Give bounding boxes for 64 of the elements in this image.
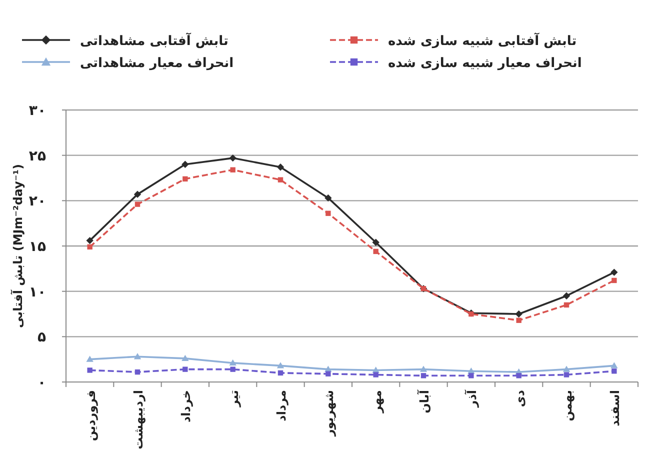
point xyxy=(324,194,332,202)
point xyxy=(134,190,142,198)
x-tick-label: فروردین xyxy=(84,390,98,442)
point xyxy=(230,167,236,172)
point xyxy=(468,373,474,378)
x-tick-label: شهریور xyxy=(322,390,336,438)
y-tick-label: ۰ xyxy=(37,375,46,391)
y-tick-label: ۲۰ xyxy=(28,194,46,210)
x-tick-label: بهمن xyxy=(560,390,574,422)
point xyxy=(134,353,142,360)
point xyxy=(562,366,570,372)
point xyxy=(278,177,284,182)
point xyxy=(86,236,94,244)
point xyxy=(134,202,140,207)
point xyxy=(564,302,570,308)
point xyxy=(612,368,617,374)
point xyxy=(86,356,94,362)
point xyxy=(230,366,236,372)
y-axis-title: تابش آفتابی (MJm⁻²day⁻¹) xyxy=(10,164,25,328)
point xyxy=(276,362,284,368)
legend-label: انحراف معیار شبیه سازی شده xyxy=(388,56,582,71)
point xyxy=(373,248,378,254)
point xyxy=(516,373,522,378)
y-tick-label: ۳۰ xyxy=(28,103,46,119)
point xyxy=(373,372,378,378)
x-tick-label: آذر xyxy=(464,389,480,408)
point xyxy=(420,373,426,378)
point xyxy=(182,366,188,372)
point xyxy=(229,359,236,366)
x-tick-label: دی xyxy=(512,390,527,408)
x-tick-label: مرداد xyxy=(274,390,288,422)
point xyxy=(182,176,188,182)
point xyxy=(229,154,236,162)
x-tick-label: اسفند xyxy=(608,390,622,426)
legend-label: تابش آفتابی مشاهداتی xyxy=(80,32,228,49)
x-tick-label: اردیبهشت xyxy=(132,390,146,450)
point xyxy=(182,354,189,362)
point xyxy=(87,244,92,250)
point xyxy=(372,238,380,246)
legend-label: تابش آفتابی شبیه سازی شده xyxy=(388,32,577,49)
point xyxy=(610,362,618,368)
point xyxy=(610,268,618,276)
x-tick-label: تیر xyxy=(226,390,241,408)
legend-label: انحراف معیار مشاهداتی xyxy=(80,56,234,71)
y-tick-label: ۵ xyxy=(37,330,46,346)
y-tick-label: ۲۵ xyxy=(28,148,46,164)
point xyxy=(326,210,331,216)
point xyxy=(134,369,140,375)
point xyxy=(564,372,570,378)
point xyxy=(562,292,570,300)
y-tick-label: ۱۰ xyxy=(28,284,46,300)
x-tick-label: آبان xyxy=(416,389,432,414)
point xyxy=(87,368,92,373)
point xyxy=(276,164,284,171)
y-tick-label: ۱۵ xyxy=(28,239,46,255)
x-tick-label: خرداد xyxy=(179,390,194,423)
point xyxy=(420,366,428,372)
point xyxy=(326,371,331,376)
point xyxy=(278,370,284,376)
point xyxy=(515,310,522,318)
point xyxy=(516,318,522,323)
x-tick-label: مهر xyxy=(370,390,384,414)
point xyxy=(182,160,189,168)
point xyxy=(612,278,617,284)
